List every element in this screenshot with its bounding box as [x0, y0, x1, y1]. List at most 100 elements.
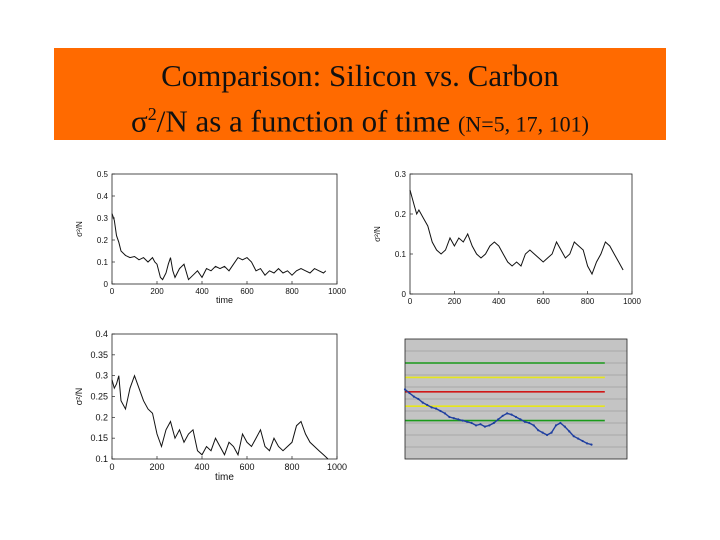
plot-frame	[111, 333, 338, 460]
series-line	[111, 374, 329, 460]
y-tick-label: 0.35	[90, 350, 108, 360]
x-tick-label: 0	[408, 297, 413, 306]
data-point	[457, 418, 460, 421]
y-tick-label: 0.3	[95, 371, 108, 381]
data-point	[430, 406, 433, 409]
y-tick-label: 0.1	[97, 258, 109, 267]
y-tick-label: 0	[104, 280, 109, 289]
x-tick-label: 600	[240, 287, 254, 296]
data-point	[403, 388, 407, 391]
data-point	[537, 429, 540, 432]
series-line	[111, 213, 327, 281]
data-point	[417, 397, 420, 401]
data-point	[443, 412, 447, 415]
data-point	[434, 407, 438, 410]
y-tick-label: 0	[402, 290, 407, 299]
x-tick-label: 200	[149, 462, 164, 472]
data-point	[563, 425, 566, 428]
plot-frame	[111, 173, 338, 285]
data-point	[514, 415, 518, 419]
data-point	[572, 435, 575, 438]
x-axis-label: time	[216, 295, 233, 305]
data-point	[439, 409, 442, 413]
data-point	[581, 439, 584, 443]
data-point	[474, 424, 478, 427]
data-point	[541, 431, 544, 434]
data-point	[577, 437, 580, 440]
y-tick-label: 0.2	[395, 210, 407, 219]
data-point	[488, 424, 491, 427]
y-tick-label: 0.25	[90, 392, 108, 402]
y-axis-label: σ²/N	[74, 388, 84, 406]
x-tick-label: 0	[110, 287, 115, 296]
data-point	[523, 420, 526, 423]
chart-top-left: 0 200 400 600 800 1000 0 0.1 0.2 0.3 0.4 0.5 time σ²/…	[75, 170, 346, 305]
data-point	[510, 413, 513, 416]
title-n-values: (N=5, 17, 101)	[458, 111, 589, 137]
x-axis-label: time	[215, 472, 234, 483]
title-banner: Comparison: Silicon vs. Carbon σ2/N as a…	[54, 48, 666, 140]
data-point	[590, 443, 593, 446]
data-point	[550, 431, 553, 434]
data-point	[532, 424, 535, 427]
x-tick-label: 400	[195, 287, 209, 296]
data-point	[559, 421, 562, 425]
data-point	[568, 430, 571, 433]
x-tick-label: 0	[109, 462, 114, 472]
y-tick-label: 0.4	[97, 192, 109, 201]
chart-top-right: 0 200 400 600 800 1000 0 0.1 0.2 0.3 σ²/N	[373, 170, 641, 306]
x-tick-label: 600	[537, 297, 551, 306]
x-tick-label: 800	[581, 297, 595, 306]
y-tick-label: 0.4	[95, 329, 108, 339]
y-axis-label: σ²/N	[373, 226, 382, 242]
x-tick-label: 200	[448, 297, 462, 306]
y-tick-label: 0.3	[395, 170, 407, 179]
data-point	[483, 425, 487, 428]
y-tick-label: 0.1	[95, 454, 108, 464]
x-tick-label: 400	[492, 297, 506, 306]
data-point	[426, 403, 429, 407]
data-point	[545, 433, 549, 437]
plot-frame	[409, 173, 633, 295]
data-point	[497, 418, 500, 421]
data-point	[492, 421, 495, 425]
title-line-1: Comparison: Silicon vs. Carbon	[161, 58, 559, 93]
x-tick-label: 800	[285, 287, 299, 296]
y-tick-label: 0.5	[97, 170, 109, 179]
y-tick-label: 0.2	[97, 236, 109, 245]
chart-bottom-right	[403, 338, 628, 460]
y-tick-label: 0.1	[395, 250, 407, 259]
data-point	[554, 424, 558, 427]
x-tick-label: 600	[239, 462, 254, 472]
x-tick-label: 200	[150, 287, 164, 296]
data-point	[501, 414, 504, 417]
data-point	[528, 421, 531, 425]
x-tick-label: 1000	[328, 287, 346, 296]
data-point	[408, 391, 411, 395]
data-point	[479, 423, 482, 426]
data-point	[448, 415, 451, 419]
series-line	[409, 189, 624, 276]
data-point	[421, 401, 424, 404]
x-tick-label: 1000	[623, 297, 641, 306]
data-point	[519, 418, 522, 421]
superscript-2: 2	[147, 104, 157, 124]
data-point	[585, 442, 589, 445]
sigma-symbol: σ	[131, 103, 148, 139]
data-point	[452, 417, 455, 420]
x-tick-label: 400	[194, 462, 209, 472]
y-tick-label: 0.15	[90, 433, 108, 443]
title-line-2: σ2/N as a function of time (N=5, 17, 101…	[54, 96, 666, 142]
y-tick-label: 0.3	[97, 214, 109, 223]
y-tick-label: 0.2	[95, 412, 108, 422]
data-point	[506, 412, 509, 415]
y-axis-label: σ²/N	[75, 221, 84, 237]
chart-bottom-left: 0 200 400 600 800 1000 0.1 0.15 0.2 0.25 0.3 0.35 0.…	[74, 329, 347, 483]
data-point	[466, 420, 469, 423]
data-point	[470, 421, 473, 425]
data-point	[412, 395, 415, 398]
plot-frame	[404, 338, 628, 460]
x-tick-label: 1000	[327, 462, 347, 472]
data-point	[461, 419, 464, 422]
x-tick-label: 800	[284, 462, 299, 472]
